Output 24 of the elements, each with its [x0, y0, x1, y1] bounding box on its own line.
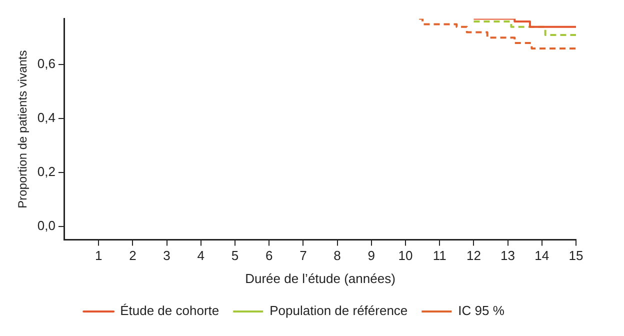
x-tick-label: 13 — [500, 248, 516, 264]
x-tick-label: 5 — [231, 248, 239, 264]
x-tick-label: 7 — [300, 248, 307, 264]
x-tick-label: 11 — [432, 248, 446, 264]
x-tick-label: 8 — [334, 248, 341, 264]
x-tick-label: 9 — [368, 248, 376, 264]
legend-label: Population de référence — [270, 303, 408, 318]
y-tick-label: 0,2 — [37, 164, 56, 179]
x-tick-label: 4 — [197, 248, 204, 264]
x-tick-label: 15 — [568, 248, 584, 264]
x-tick-label: 14 — [534, 248, 550, 264]
x-tick-label: 6 — [265, 248, 273, 264]
x-tick-label: 3 — [163, 248, 170, 264]
legend-label: IC 95 % — [458, 303, 505, 318]
legend-label: Étude de cohorte — [120, 303, 220, 318]
y-axis-title: Proportion de patients vivants — [16, 50, 30, 208]
x-tick-label: 10 — [398, 248, 413, 264]
x-axis-title: Durée de l’étude (années) — [245, 270, 396, 286]
y-tick-label: 0,4 — [37, 110, 56, 126]
x-tick-label: 2 — [129, 248, 136, 264]
y-tick-label: 0,6 — [37, 56, 56, 72]
x-tick-label: 12 — [466, 248, 481, 264]
y-tick-label: 0,0 — [37, 218, 56, 233]
x-tick-label: 1 — [94, 248, 102, 264]
